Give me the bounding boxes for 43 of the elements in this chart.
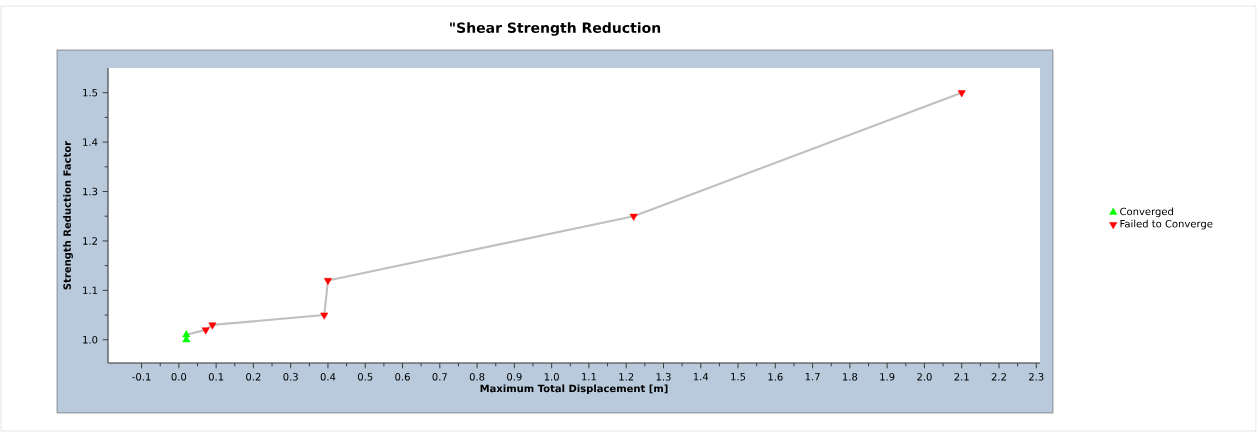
x-tick-label: 0.7: [432, 373, 447, 381]
x-tick-label: 2.2: [991, 373, 1006, 381]
x-tick-label: 1.2: [619, 373, 634, 381]
x-tick-label: 0.3: [283, 373, 298, 381]
x-tick-label: 1.0: [544, 373, 559, 381]
y-tick-label: 1.5: [83, 88, 98, 97]
x-tick-label: 0.6: [395, 373, 410, 381]
x-tick-label: 2.0: [917, 373, 932, 381]
y-tick-label: 1.3: [83, 187, 98, 196]
y-axis-title: Strength Reduction Factor: [63, 140, 73, 290]
point: [320, 312, 329, 320]
x-tick-label: 0.4: [320, 373, 336, 381]
y-tick-label: 1.4: [83, 138, 98, 146]
chart-title: "Shear Strength Reduction: [450, 22, 661, 36]
x-tick-label: 1.9: [880, 373, 895, 381]
x-tick-label: 1.7: [805, 373, 820, 381]
point: [629, 213, 638, 221]
x-tick-label: 0.2: [246, 373, 261, 381]
y-tick-label: 1.2: [83, 237, 97, 245]
x-tick-label: 0.0: [171, 373, 187, 381]
point: [208, 322, 217, 330]
x-tick-label: 0.8: [469, 373, 485, 381]
x-tick-label: 1.6: [768, 373, 783, 381]
y-tick-label: 1.1: [83, 286, 98, 294]
x-tick-label: 0.9: [507, 373, 522, 381]
x-axis-title: Maximum Total Displacement [m]: [480, 384, 668, 395]
x-tick-label: 1.4: [693, 373, 709, 381]
point: [182, 330, 191, 338]
x-tick-label: 1.8: [843, 373, 858, 381]
x-tick-label: 1.3: [656, 373, 671, 381]
legend-label: Converged: [1120, 207, 1173, 218]
point: [324, 278, 332, 285]
point: [957, 90, 966, 98]
x-tick-label: -0.1: [132, 373, 151, 381]
x-tick-label: 0.1: [208, 373, 224, 381]
x-tick-label: 2.3: [1029, 373, 1044, 381]
x-tick-label: 1.1: [582, 373, 596, 381]
x-tick-label: 0.5: [357, 373, 373, 381]
x-tick-label: 1.5: [731, 373, 746, 381]
y-tick-label: 1.0: [83, 335, 98, 344]
x-tick-label: 2.1: [954, 373, 969, 381]
legend-label: Failed to Converge: [1120, 219, 1213, 230]
point: [201, 327, 210, 335]
